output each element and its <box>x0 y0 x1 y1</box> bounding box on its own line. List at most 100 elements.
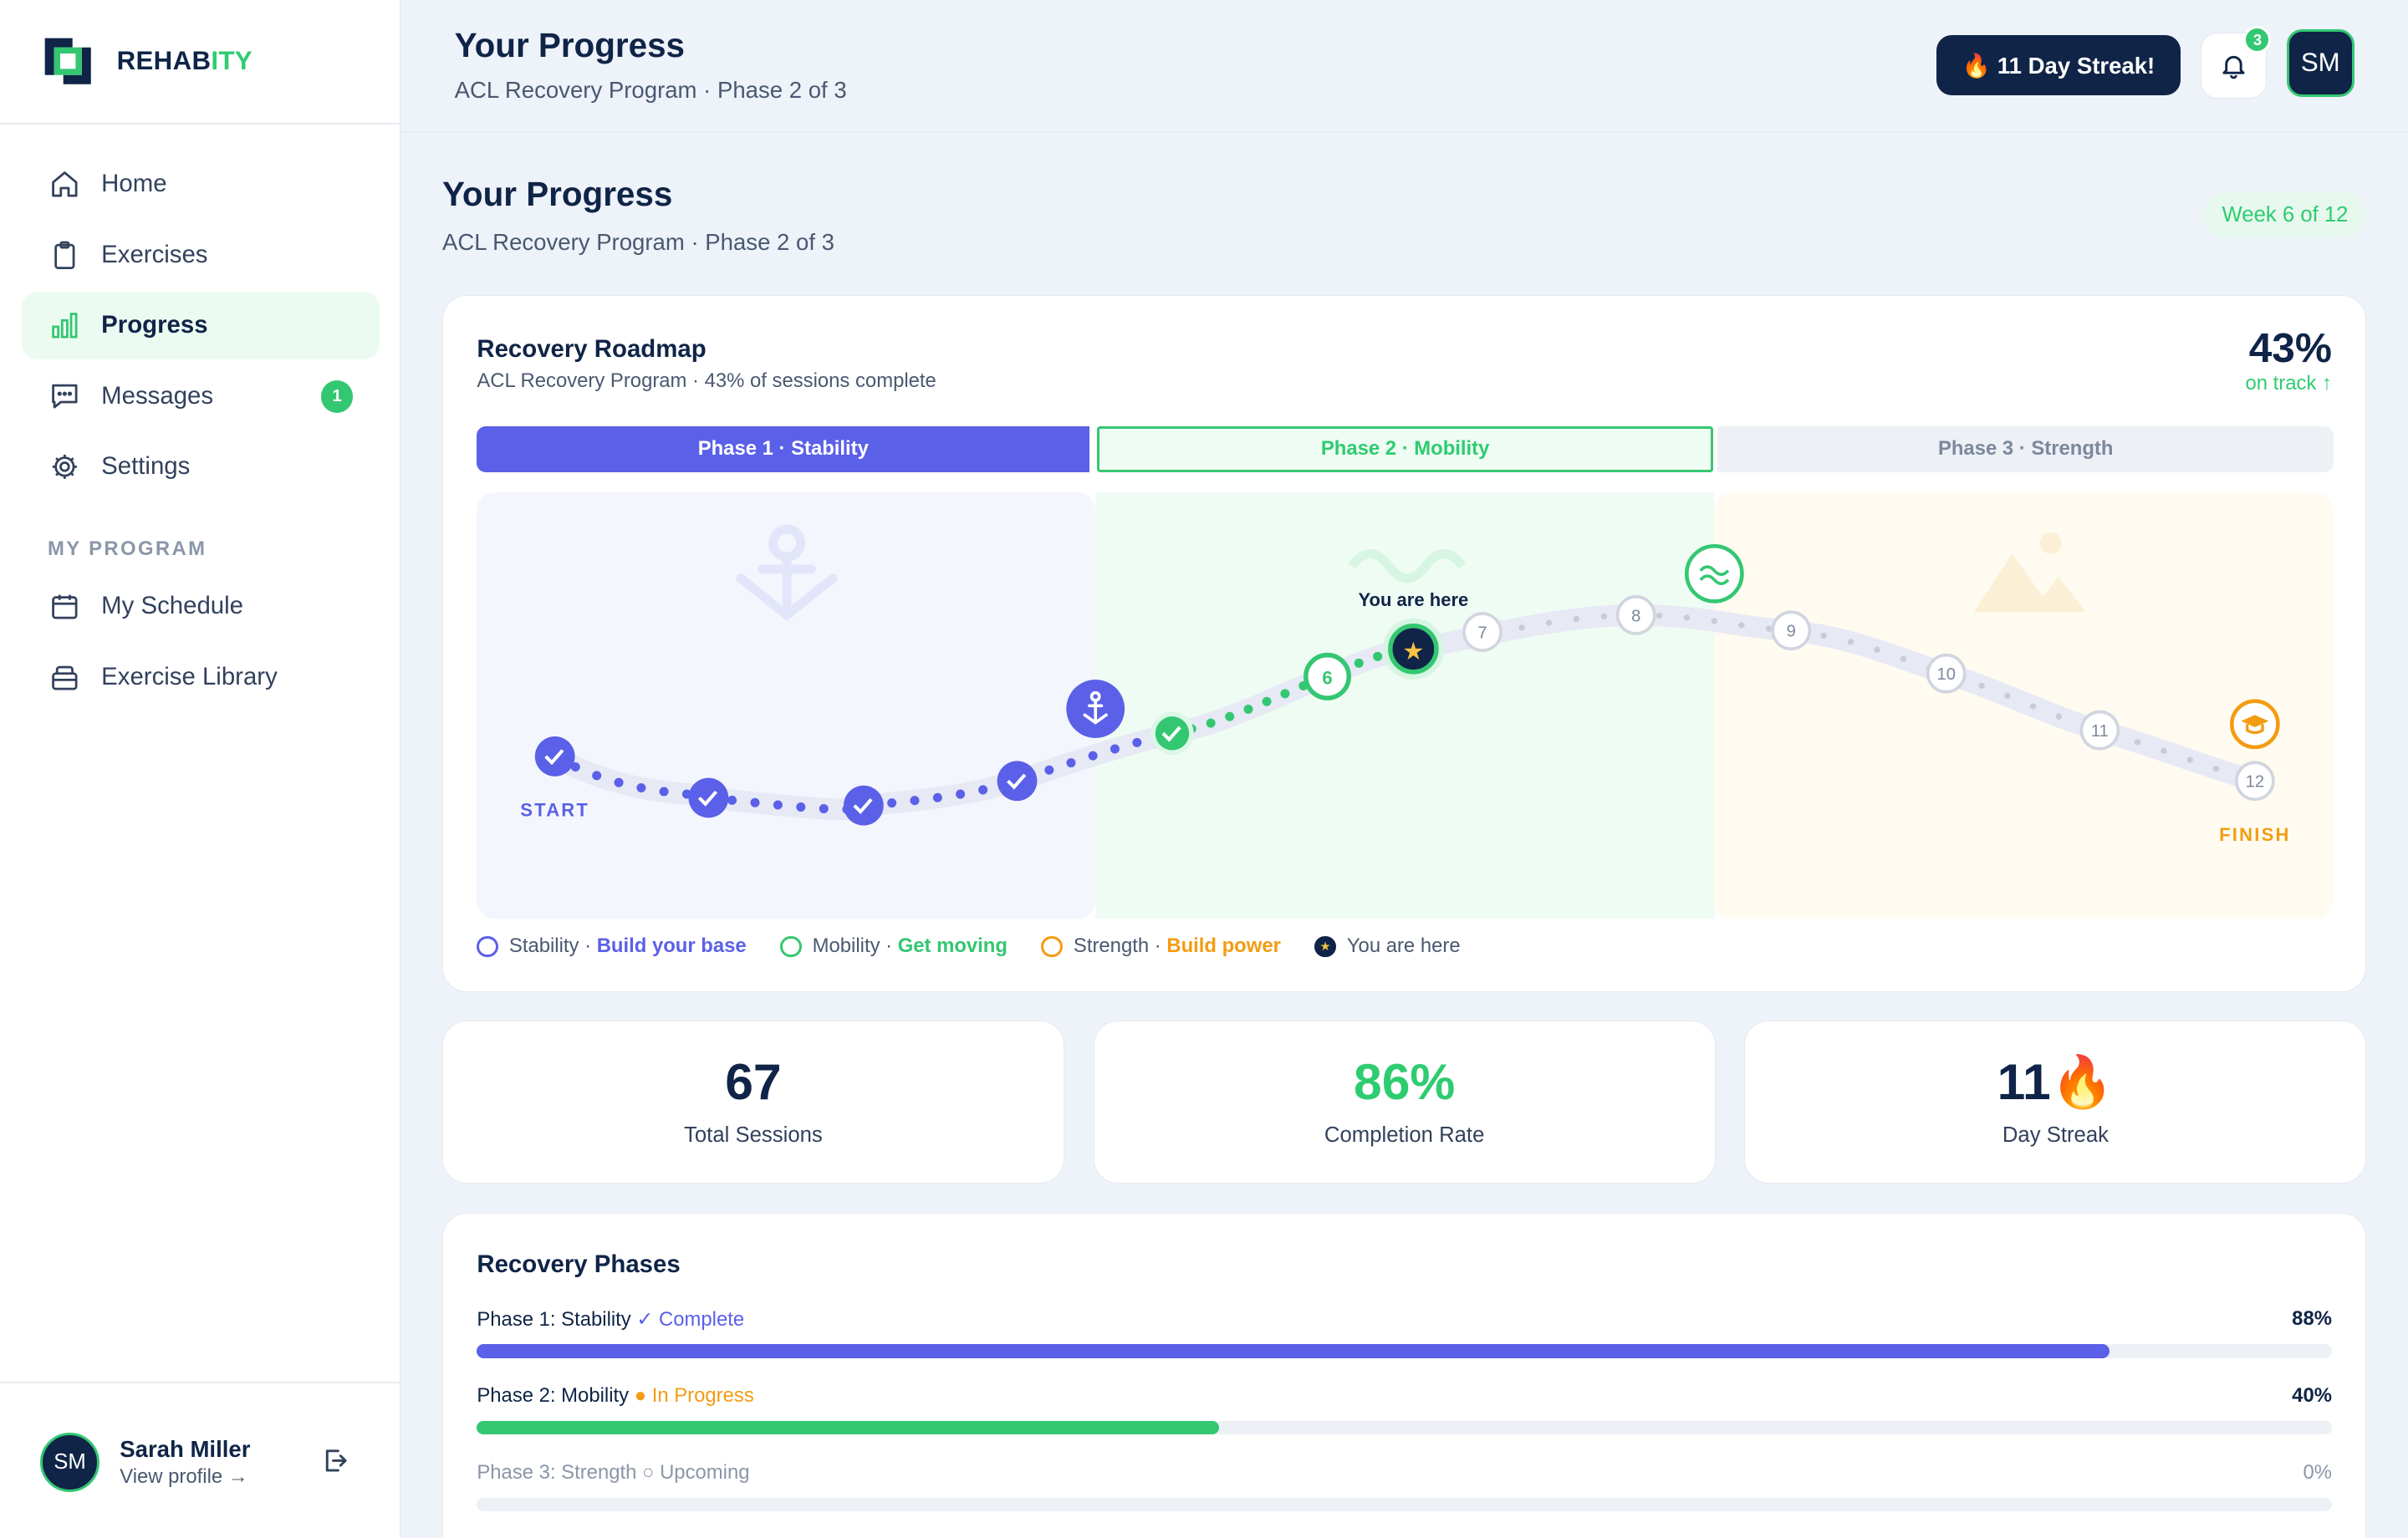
phase-status: ○ Upcoming <box>642 1460 750 1484</box>
phase-progress-bar <box>477 1497 2332 1512</box>
milestone-label: 7 <box>1478 624 1487 642</box>
anchor-badge-icon <box>1066 679 1125 738</box>
calendar-icon <box>51 594 78 619</box>
you-are-here-label: You are here <box>1359 589 1469 610</box>
phase-percent: 40% <box>2292 1383 2332 1407</box>
sidebar-item-messages[interactable]: Messages 1 <box>22 362 380 430</box>
tab-phase-2[interactable]: Phase 2 · Mobility <box>1097 425 1713 472</box>
milestone-2-complete[interactable] <box>688 777 729 818</box>
gear-icon <box>52 454 77 479</box>
graduation-badge-icon <box>2230 699 2281 749</box>
streak-button[interactable]: 🔥 11 Day Streak! <box>1936 35 2181 95</box>
tab-phase-3[interactable]: Phase 3 · Strength <box>1717 425 2334 472</box>
anchor-watermark-icon <box>736 524 839 621</box>
program-nav: My Schedule Exercise Library <box>22 573 380 714</box>
trail-phase-1 <box>550 728 1177 814</box>
sidebar-item-exercise-library[interactable]: Exercise Library <box>22 644 380 711</box>
logout-icon[interactable] <box>321 1446 350 1475</box>
sidebar-item-label: Messages <box>101 381 214 410</box>
milestone-3-complete[interactable] <box>844 785 885 826</box>
milestone-12[interactable]: 12 <box>2235 761 2276 801</box>
phase-progress-bar <box>477 1420 2332 1435</box>
you-are-here-marker[interactable]: ★ <box>1383 618 1445 680</box>
phase-label: Phase 2: Mobility ● In Progress <box>477 1384 753 1408</box>
stat-value: 86% <box>1353 1053 1456 1111</box>
phase-name: Phase 1: Stability <box>477 1308 631 1332</box>
legend-swatch <box>477 935 499 958</box>
view-profile-link[interactable]: View profile → <box>120 1465 248 1489</box>
legend-name: Mobility <box>812 935 880 958</box>
messages-badge: 1 <box>320 380 354 414</box>
header-avatar[interactable]: SM <box>2286 28 2354 97</box>
notification-count-badge: 3 <box>2243 26 2272 54</box>
user-profile[interactable]: SM Sarah Miller View profile → <box>39 1432 250 1493</box>
milestone-7[interactable]: 7 <box>1462 611 1503 652</box>
phase-progress-fill <box>477 1344 2110 1358</box>
legend-you-are-here: ★ You are here <box>1314 935 1461 958</box>
user-name: Sarah Miller <box>120 1435 251 1462</box>
message-icon <box>51 384 78 409</box>
bar-chart-icon <box>51 313 78 339</box>
legend-name: Strength <box>1073 935 1150 958</box>
avatar: SM <box>39 1432 100 1493</box>
milestone-8[interactable]: 8 <box>1616 594 1656 635</box>
sidebar-item-label: Home <box>101 170 167 198</box>
milestone-label: 10 <box>1937 665 1956 684</box>
stat-label: Day Streak <box>2002 1123 2109 1147</box>
sidebar-item-label: My Schedule <box>101 592 243 620</box>
tab-phase-1[interactable]: Phase 1 · Stability <box>477 425 1090 472</box>
phase-row-1: Phase 1: Stability ✓ Complete 88% <box>477 1307 2332 1359</box>
milestone-6-label: 6 <box>1323 667 1333 688</box>
milestone-9[interactable]: 9 <box>1771 610 1812 650</box>
legend-tagline: Build your base <box>596 935 747 958</box>
phase-1-zone <box>477 491 1096 919</box>
brand-name-part1: REHAB <box>116 46 212 76</box>
phase-progress-fill <box>477 1420 1219 1435</box>
phase-status: ✓ Complete <box>636 1308 745 1332</box>
home-icon <box>51 171 78 197</box>
brand-logo[interactable]: REHABITY <box>42 33 253 89</box>
phase-row-3: Phase 3: Strength ○ Upcoming 0% <box>477 1461 2332 1513</box>
sidebar-item-exercises[interactable]: Exercises <box>22 221 380 288</box>
phase-row-2: Phase 2: Mobility ● In Progress 40% <box>477 1384 2332 1436</box>
sidebar-item-label: Exercises <box>101 240 208 268</box>
sidebar: REHABITY Home Exercises Progress Message… <box>0 0 401 1538</box>
header-subtitle: ACL Recovery Program · Phase 2 of 3 <box>454 76 847 103</box>
stat-card-day-streak: 11🔥 Day Streak <box>1744 1021 2367 1184</box>
roadmap-subtitle: ACL Recovery Program · 43% of sessions c… <box>477 369 936 392</box>
sidebar-item-settings[interactable]: Settings <box>22 433 380 501</box>
milestone-5-complete[interactable] <box>1150 711 1195 755</box>
sidebar-item-home[interactable]: Home <box>22 150 380 218</box>
sidebar-item-progress[interactable]: Progress <box>21 291 380 359</box>
milestone-4-complete[interactable] <box>997 761 1038 801</box>
stat-value: 11🔥 <box>1997 1053 2115 1111</box>
legend-tagline: Get moving <box>897 935 1008 958</box>
recovery-phases-title: Recovery Phases <box>477 1250 681 1279</box>
sidebar-divider <box>0 122 400 125</box>
clipboard-icon <box>54 241 75 269</box>
section-label-my-program: MY PROGRAM <box>47 537 207 560</box>
legend-strength: Strength · Build power <box>1041 935 1281 958</box>
milestone-10[interactable]: 10 <box>1926 653 1967 694</box>
milestone-6-current[interactable]: 6 <box>1303 652 1352 700</box>
phase-2-zone <box>1095 491 1715 919</box>
roadmap-card: Recovery Roadmap ACL Recovery Program · … <box>441 294 2367 992</box>
legend-name: Stability <box>508 935 579 958</box>
roadmap-map: 6 ★ You are here 7 8 9 10 11 12 START FI… <box>477 491 2334 919</box>
milestone-label: 12 <box>2246 772 2264 791</box>
sidebar-item-my-schedule[interactable]: My Schedule <box>22 573 380 640</box>
milestone-label: 9 <box>1787 622 1796 640</box>
milestone-11[interactable]: 11 <box>2079 710 2120 751</box>
roadmap-legend: Stability · Build your base Mobility · G… <box>477 931 1494 962</box>
user-info: Sarah Miller View profile → <box>120 1436 250 1490</box>
sidebar-item-label: Settings <box>101 452 191 481</box>
mountain-watermark-icon <box>1974 532 2087 612</box>
milestone-1-complete[interactable] <box>535 736 575 777</box>
legend-mobility: Mobility · Get moving <box>780 935 1008 958</box>
page-title: Your Progress <box>441 175 673 214</box>
legend-swatch <box>1041 935 1064 958</box>
week-badge: Week 6 of 12 <box>2203 191 2367 238</box>
main-nav: Home Exercises Progress Messages 1 Setti… <box>21 150 380 503</box>
sidebar-bottom-divider <box>0 1382 400 1383</box>
